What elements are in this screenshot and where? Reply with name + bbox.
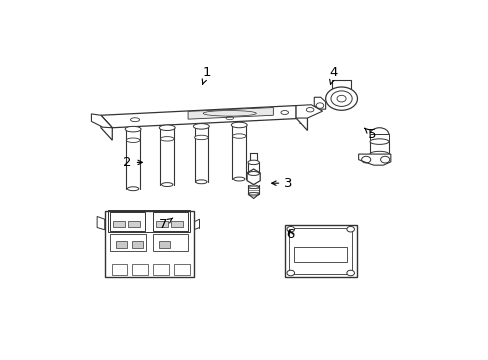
- Polygon shape: [91, 114, 112, 128]
- Text: 2: 2: [123, 156, 142, 169]
- Ellipse shape: [369, 151, 388, 157]
- Bar: [110, 212, 145, 231]
- Text: 1: 1: [202, 66, 211, 84]
- Bar: [369, 134, 388, 141]
- Ellipse shape: [127, 187, 139, 191]
- Bar: [171, 221, 183, 227]
- Bar: [116, 242, 126, 248]
- Bar: [111, 264, 127, 275]
- Ellipse shape: [159, 125, 175, 131]
- Bar: [108, 210, 189, 232]
- Ellipse shape: [286, 270, 294, 276]
- Bar: [174, 264, 189, 275]
- Ellipse shape: [160, 136, 174, 141]
- Bar: [132, 264, 148, 275]
- Ellipse shape: [231, 122, 247, 128]
- Bar: [153, 264, 169, 275]
- Text: 6: 6: [285, 228, 294, 241]
- Bar: [331, 80, 350, 92]
- Text: 4: 4: [329, 66, 338, 85]
- Text: 5: 5: [364, 128, 375, 141]
- Bar: [110, 234, 146, 251]
- Bar: [132, 242, 142, 248]
- Text: 7: 7: [159, 218, 172, 231]
- Ellipse shape: [161, 183, 173, 186]
- Bar: [284, 225, 356, 278]
- Polygon shape: [314, 97, 325, 109]
- Polygon shape: [188, 108, 273, 119]
- Ellipse shape: [233, 177, 244, 181]
- Ellipse shape: [194, 135, 208, 140]
- Bar: [159, 242, 169, 248]
- Ellipse shape: [126, 138, 140, 143]
- Text: 3: 3: [271, 177, 292, 190]
- Polygon shape: [101, 105, 307, 128]
- Bar: [156, 221, 168, 227]
- Ellipse shape: [193, 123, 209, 129]
- Bar: [153, 234, 188, 251]
- Ellipse shape: [125, 126, 141, 132]
- Bar: [104, 211, 193, 278]
- Polygon shape: [97, 216, 104, 230]
- Ellipse shape: [232, 134, 245, 138]
- Ellipse shape: [325, 87, 357, 110]
- Ellipse shape: [369, 128, 388, 141]
- Ellipse shape: [316, 103, 323, 108]
- Bar: [113, 221, 125, 227]
- Polygon shape: [296, 105, 307, 131]
- Ellipse shape: [346, 270, 354, 276]
- Bar: [289, 228, 351, 274]
- Bar: [128, 221, 140, 227]
- Ellipse shape: [195, 180, 206, 184]
- Polygon shape: [358, 154, 390, 165]
- Ellipse shape: [369, 139, 388, 144]
- Ellipse shape: [346, 226, 354, 232]
- Polygon shape: [296, 105, 322, 118]
- Bar: [294, 247, 346, 262]
- Ellipse shape: [247, 160, 259, 165]
- Bar: [153, 212, 188, 231]
- Ellipse shape: [286, 226, 294, 232]
- Polygon shape: [101, 115, 112, 140]
